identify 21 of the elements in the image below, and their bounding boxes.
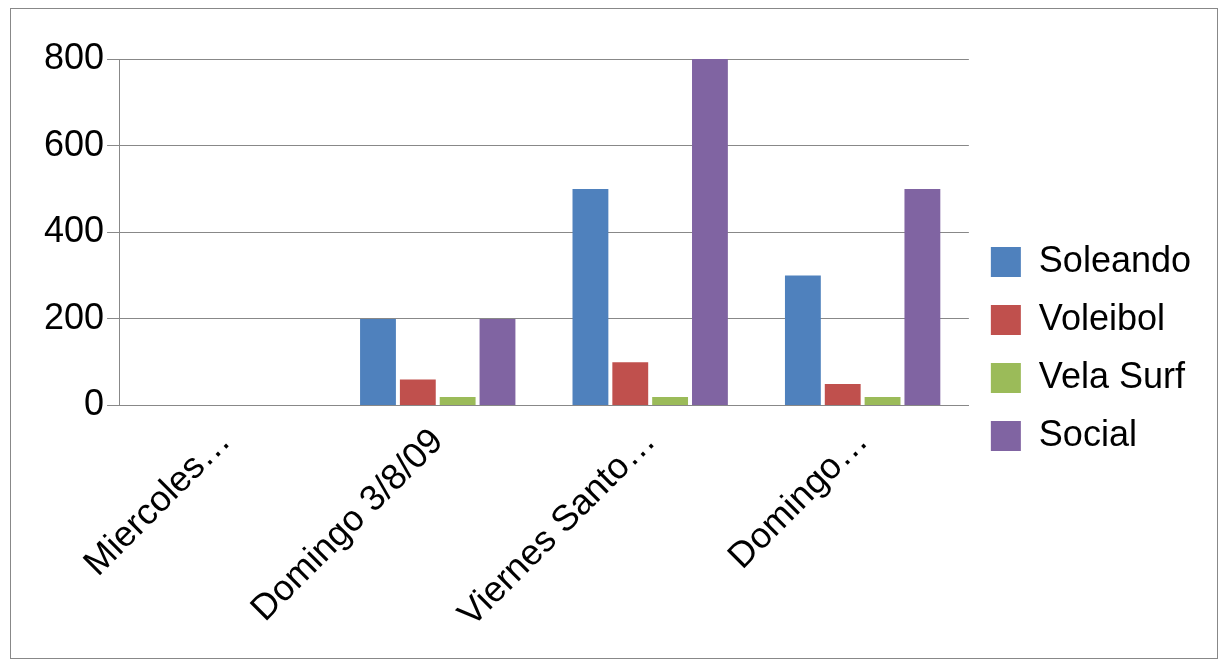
bar bbox=[904, 188, 941, 406]
y-tick-label: 600 bbox=[43, 122, 105, 164]
bar bbox=[864, 396, 901, 406]
y-tick-label: 400 bbox=[43, 209, 105, 251]
y-tick-label: 0 bbox=[84, 382, 105, 424]
bar bbox=[572, 188, 609, 406]
y-tick-label: 800 bbox=[43, 35, 105, 77]
bar bbox=[652, 396, 689, 406]
legend-label: Voleibol bbox=[1038, 296, 1165, 338]
bar bbox=[692, 59, 728, 406]
bar bbox=[360, 318, 396, 406]
bar bbox=[824, 383, 861, 406]
legend-label: Social bbox=[1038, 412, 1137, 454]
legend-label: Vela Surf bbox=[1038, 354, 1186, 396]
legend-label: Soleando bbox=[1038, 238, 1191, 280]
bar bbox=[784, 275, 821, 406]
bar bbox=[479, 318, 516, 406]
y-tick-label: 200 bbox=[43, 295, 105, 337]
bar bbox=[399, 379, 436, 406]
bar bbox=[612, 362, 649, 406]
bar bbox=[439, 396, 476, 406]
